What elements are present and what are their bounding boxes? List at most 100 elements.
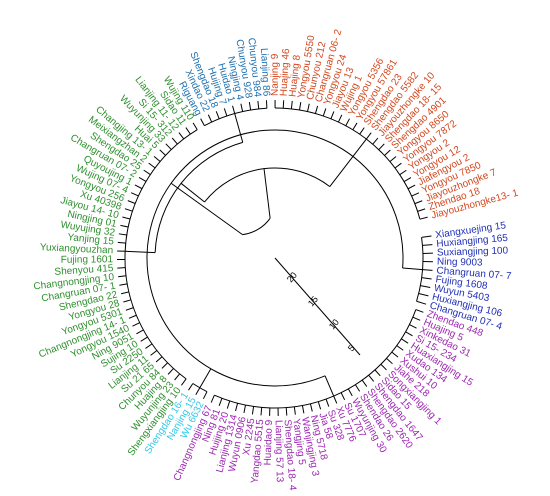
leaf-branch — [384, 149, 391, 156]
leaf-branch — [128, 314, 137, 319]
leaf-branch — [416, 300, 427, 305]
leaf-branch — [394, 162, 402, 169]
leaf-branch — [132, 322, 140, 327]
leaf-branch — [405, 331, 413, 337]
leaf-label: Xu 2245 — [241, 417, 257, 456]
leaf-branch — [419, 216, 428, 220]
leaf-branch — [347, 388, 353, 397]
leaf-branch — [361, 379, 368, 387]
leaf-branch — [130, 192, 139, 197]
join-branch — [180, 182, 205, 203]
leaf-branch — [409, 324, 417, 329]
distance-scale: 5 10 15 20 — [274, 257, 361, 356]
scale-tick-15: 15 — [306, 294, 320, 308]
leaf-label: Huajing 8 — [287, 54, 303, 98]
leaf-branch — [421, 277, 432, 280]
leaf-branch — [407, 184, 416, 190]
leaf-branch — [257, 100, 260, 109]
leaf-branch — [322, 108, 327, 117]
leaf-branch — [124, 208, 133, 212]
leaf-branch — [337, 114, 343, 123]
leaf-branch — [207, 114, 213, 123]
leaf-branch — [345, 118, 350, 126]
leaf-branch — [403, 177, 412, 183]
leaf-branch — [200, 118, 205, 126]
leaf-branch — [420, 285, 431, 288]
leaf-branch — [386, 357, 393, 365]
leaf-branch — [309, 403, 313, 412]
scale-tick-5: 5 — [346, 343, 357, 353]
leaf-label: Nanjing 9 — [270, 53, 281, 96]
leaf-branch — [127, 200, 136, 204]
leaf-branch — [167, 368, 174, 375]
leaf-branch — [368, 374, 375, 382]
leaf-branch — [153, 155, 161, 162]
leaf-branch — [120, 291, 129, 295]
cluster-arc — [275, 107, 421, 220]
leaf-branch — [232, 105, 236, 114]
leaf-branch — [240, 103, 244, 112]
leaf-branch — [171, 137, 178, 145]
leaf-branch — [418, 292, 429, 297]
join-branch — [234, 113, 244, 143]
leaf-branch — [118, 275, 127, 278]
leaf-branch — [372, 137, 379, 145]
leaf-branch — [120, 224, 129, 228]
leaf-branch — [374, 369, 381, 377]
leaf-branch — [422, 269, 433, 271]
leaf-branch — [314, 105, 319, 114]
leaf-label: Yuxiangyouzhan — [40, 242, 114, 256]
leaf-branch — [380, 363, 387, 371]
leaf-branch — [389, 156, 397, 162]
root-arc — [242, 218, 271, 236]
leaf-branch — [299, 102, 302, 111]
leaf-branch — [412, 316, 421, 321]
leaf-label: Huaidao 9 — [263, 419, 276, 465]
join-branch — [402, 267, 423, 271]
leaf-label: Yanjing 15 — [67, 232, 115, 248]
leaf-label: Shengdao 18- 4 — [281, 419, 297, 491]
leaf-branch — [123, 299, 132, 303]
leaf-branch — [174, 373, 181, 381]
leaf-branch — [192, 122, 198, 130]
join-branch — [329, 138, 367, 187]
leaf-branch — [365, 132, 372, 140]
leaf-label: Huajing 46 — [279, 48, 293, 97]
leaf-branch — [411, 192, 420, 197]
leaf-label: Lianjing 57 13 — [273, 420, 285, 483]
leaf-branch — [414, 200, 423, 205]
leaf-branch — [317, 401, 322, 410]
leaf-branch — [117, 241, 126, 244]
leaf-label: Suxiangjing 100 — [437, 246, 509, 259]
leaf-branch — [290, 100, 293, 109]
leaf-branch — [143, 169, 151, 175]
join-branch — [125, 250, 156, 254]
leaf-branch — [223, 108, 228, 117]
leaf-branch — [352, 122, 358, 131]
join-branch — [199, 368, 212, 389]
leaf-branch — [243, 404, 247, 414]
leaf-label: Ning 9003 — [437, 257, 483, 269]
scale-axis — [274, 257, 361, 356]
leaf-branch — [415, 309, 424, 313]
tree-branches — [117, 99, 433, 416]
leaf-branch — [119, 283, 128, 286]
leaf-branch — [293, 406, 296, 415]
leaf-branch — [235, 403, 239, 412]
leaf-branch — [251, 406, 255, 415]
leaf-branch — [117, 267, 126, 269]
leaf-branch — [391, 351, 399, 358]
leaf-branch — [354, 384, 361, 392]
leaf-branch — [301, 405, 305, 414]
leaf-branch — [260, 407, 263, 416]
leaf-branch — [226, 400, 231, 409]
leaf-branch — [140, 336, 148, 342]
leaf-branch — [195, 387, 201, 395]
leaf-branch — [333, 395, 338, 404]
leaf-branch — [125, 307, 134, 311]
leaf-branch — [161, 362, 168, 369]
leaf-branch — [359, 127, 365, 135]
leaf-branch — [134, 184, 143, 190]
